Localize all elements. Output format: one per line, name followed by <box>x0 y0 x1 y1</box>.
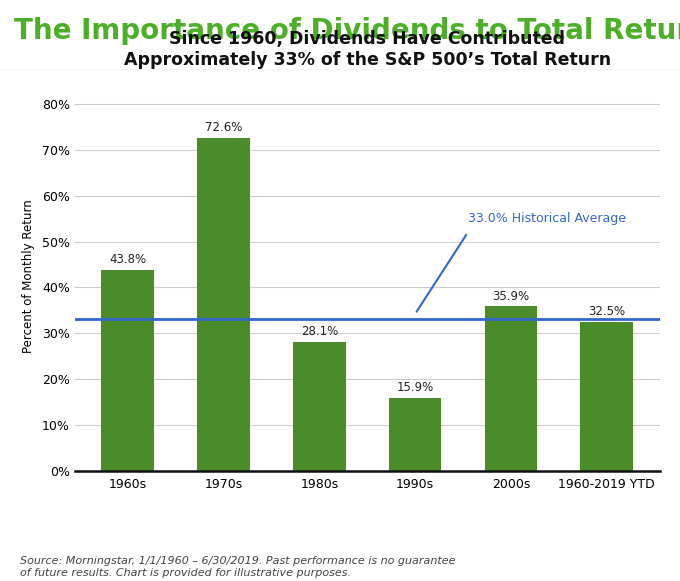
Text: 32.5%: 32.5% <box>588 305 625 318</box>
Text: 33.0% Historical Average: 33.0% Historical Average <box>468 212 626 225</box>
Text: Source: Morningstar, 1/1/1960 – 6/30/2019. Past performance is no guarantee
of f: Source: Morningstar, 1/1/1960 – 6/30/201… <box>20 557 456 578</box>
Bar <box>101 270 154 471</box>
Text: 35.9%: 35.9% <box>492 289 530 303</box>
Text: 43.8%: 43.8% <box>109 253 146 266</box>
Text: 15.9%: 15.9% <box>396 381 434 394</box>
Bar <box>197 138 250 471</box>
Text: 72.6%: 72.6% <box>205 121 242 134</box>
Bar <box>580 322 633 471</box>
Text: 28.1%: 28.1% <box>301 325 338 338</box>
Title: Since 1960, Dividends Have Contributed
Approximately 33% of the S&P 500’s Total : Since 1960, Dividends Have Contributed A… <box>124 30 611 69</box>
Y-axis label: Percent of Monthly Return: Percent of Monthly Return <box>22 199 35 353</box>
Bar <box>389 398 441 471</box>
Bar <box>485 306 537 471</box>
Text: The Importance of Dividends to Total Return: The Importance of Dividends to Total Ret… <box>14 17 680 45</box>
Bar <box>293 342 345 471</box>
